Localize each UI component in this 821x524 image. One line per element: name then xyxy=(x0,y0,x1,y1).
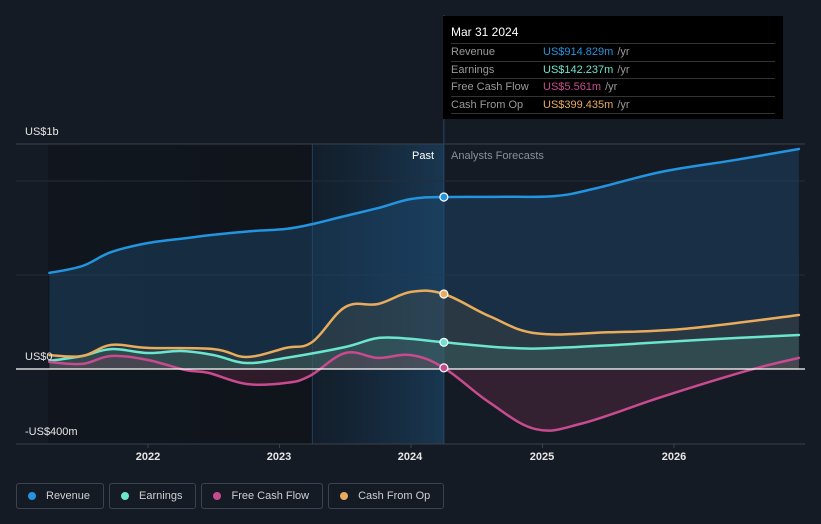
legend-item-cash-from-op[interactable]: Cash From Op xyxy=(328,483,445,509)
marker-cash-from-op xyxy=(439,289,449,299)
tooltip-unit: /yr xyxy=(605,81,618,93)
legend-dot-icon xyxy=(340,492,349,500)
past-label: Past xyxy=(412,150,435,162)
area-earnings xyxy=(49,335,799,369)
tooltip-row-revenue: Revenue US$914.829m /yr xyxy=(451,44,775,62)
tooltip-date: Mar 31 2024 xyxy=(451,24,775,44)
x-tick-label-2023: 2023 xyxy=(266,451,292,463)
marker-free-cash-flow xyxy=(439,363,449,373)
legend-label: Earnings xyxy=(139,490,183,502)
x-tick-label-2022: 2022 xyxy=(135,451,161,463)
y-tick-label-neg400m: -US$400m xyxy=(25,426,78,438)
legend-item-free-cash-flow[interactable]: Free Cash Flow xyxy=(201,483,324,509)
x-tick-label-2024: 2024 xyxy=(397,451,423,463)
line-cash-from-op xyxy=(48,289,801,359)
tooltip-unit: /yr xyxy=(617,98,630,111)
area-cash-from-op xyxy=(49,290,799,369)
tooltip-label: Revenue xyxy=(451,46,496,58)
tooltip-value: US$399.435m xyxy=(543,98,614,111)
tooltip-unit: /yr xyxy=(617,63,630,76)
legend-label: Cash From Op xyxy=(358,490,431,502)
highlight-region xyxy=(312,144,444,444)
legend-label: Revenue xyxy=(46,490,91,502)
marker-revenue xyxy=(439,192,449,202)
legend-dot-icon xyxy=(28,492,36,500)
marker-earnings xyxy=(439,337,449,347)
x-tick-label-2026: 2026 xyxy=(661,451,687,463)
chart-legend: Revenue Earnings Free Cash Flow Cash Fro… xyxy=(16,483,445,509)
legend-dot-icon xyxy=(121,492,130,500)
area-revenue xyxy=(49,149,799,369)
forecast-label: Analysts Forecasts xyxy=(451,150,544,162)
tooltip-value: US$142.237m xyxy=(543,63,614,76)
legend-item-earnings[interactable]: Earnings xyxy=(109,483,197,509)
tooltip-row-cash-from-op: Cash From Op US$399.435m /yr xyxy=(451,97,775,114)
data-tooltip: Mar 31 2024 Revenue US$914.829m /yr Earn… xyxy=(443,16,783,119)
area-free-cash-flow xyxy=(49,352,799,431)
legend-label: Free Cash Flow xyxy=(231,490,310,502)
tooltip-row-free-cash-flow: Free Cash Flow US$5.561m /yr xyxy=(451,79,775,97)
legend-dot-icon xyxy=(213,492,222,500)
legend-item-revenue[interactable]: Revenue xyxy=(16,483,105,509)
line-free-cash-flow xyxy=(48,351,801,432)
tooltip-label: Earnings xyxy=(451,63,495,76)
tooltip-value: US$914.829m xyxy=(543,46,614,58)
x-tick-label-2025: 2025 xyxy=(529,451,555,463)
tooltip-unit: /yr xyxy=(617,46,630,58)
tooltip-value: US$5.561m xyxy=(543,81,602,93)
line-earnings xyxy=(48,333,801,365)
tooltip-label: Free Cash Flow xyxy=(451,81,529,93)
tooltip-row-earnings: Earnings US$142.237m /yr xyxy=(451,62,775,79)
y-tick-label-zero: US$0 xyxy=(25,351,53,363)
y-tick-label-1b: US$1b xyxy=(25,126,59,138)
tooltip-label: Cash From Op xyxy=(451,98,524,111)
line-revenue xyxy=(48,147,801,275)
